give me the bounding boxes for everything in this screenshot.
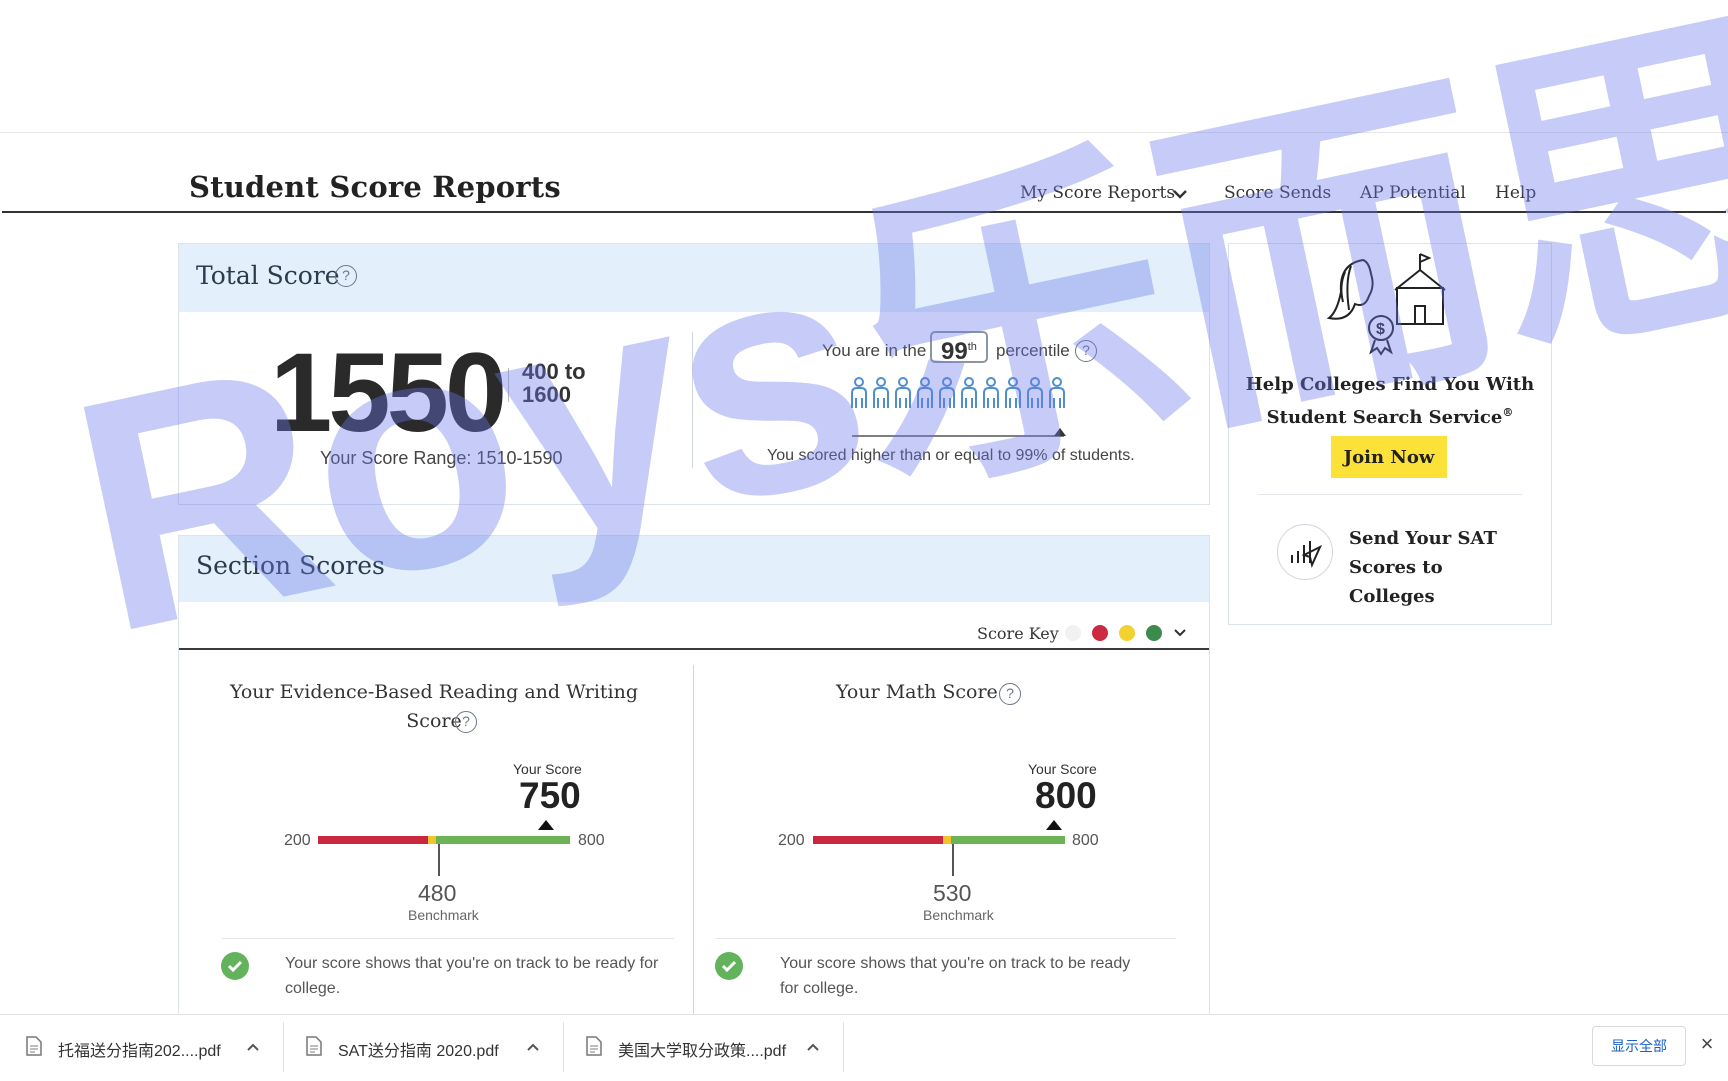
math-score-bar [813,820,1065,876]
sidebar-divider [1258,494,1522,495]
help-icon[interactable]: ? [455,711,477,733]
section-scores-heading: Section Scores [196,551,385,580]
score-key-dot-green [1146,625,1162,641]
ebrw-scale-max: 800 [578,832,605,849]
send-scores-link[interactable]: Send Your SAT Scores to Colleges [1349,528,1497,607]
chevron-up-icon[interactable] [246,1040,260,1054]
close-icon[interactable]: × [1700,1031,1714,1056]
student-search-title: Help Colleges Find You With Student Sear… [1245,374,1535,428]
download-filename: 美国大学取分政策....pdf [618,1043,787,1060]
percentile-description: You scored higher than or equal to 99% o… [767,447,1135,464]
percentile-suffix: th [967,341,977,353]
total-card-divider [692,332,693,468]
ebrw-title-line2: Score [406,710,462,732]
ebrw-bar-yellow [428,836,436,844]
nav-ap-potential[interactable]: AP Potential [1360,183,1466,203]
math-bar-green [951,836,1065,844]
nav-score-sends[interactable]: Score Sends [1224,183,1332,203]
ebrw-scale-min: 200 [284,832,311,849]
math-bar-yellow [943,836,951,844]
math-score: 800 [1035,775,1097,816]
downloads-bar [0,1014,1728,1081]
ebrw-score-bar [318,820,570,876]
check-icon [715,952,743,980]
math-benchmark-label: Benchmark [923,907,994,923]
top-divider [0,132,1728,133]
file-icon [26,1036,42,1056]
score-separator [508,368,509,402]
student-college-illustration-icon: $ [1326,253,1446,356]
percentile-prefix: You are in the [822,341,927,360]
score-scale-max: 1600 [522,382,571,407]
math-score-marker [1046,820,1062,830]
math-benchmark: 530 [933,880,972,906]
download-separator [283,1022,284,1072]
math-divider [716,938,1176,939]
download-filename: 托福送分指南202....pdf [58,1043,221,1060]
send-scores-icon [1291,541,1323,569]
section-scores-header [179,536,1209,602]
section-divider [693,665,694,1015]
total-score-value: 1550 [270,330,507,455]
section-scores-card [178,535,1210,1015]
math-scale-max: 800 [1072,832,1099,849]
nav-help[interactable]: Help [1495,183,1537,203]
download-filename: SAT送分指南 2020.pdf [338,1043,499,1060]
download-separator [563,1022,564,1072]
help-icon[interactable]: ? [335,265,357,287]
ebrw-your-score-label: Your Score [513,761,582,777]
score-key-dot-gray [1065,625,1081,641]
math-scale-min: 200 [778,832,805,849]
score-key-dot-red [1092,625,1108,641]
math-message: Your score shows that you're on track to… [780,955,1131,997]
header-divider [2,211,1726,213]
ebrw-benchmark-label: Benchmark [408,907,479,923]
ebrw-benchmark: 480 [418,880,457,906]
chevron-up-icon[interactable] [806,1040,820,1054]
download-separator [843,1022,844,1072]
check-icon [221,952,249,980]
ebrw-message: Your score shows that you're on track to… [285,955,659,997]
help-icon[interactable]: ? [1075,340,1097,362]
score-key-dot-yellow [1119,625,1135,641]
math-title: Your Math Score [836,681,998,703]
score-scale-min: 400 to [522,359,586,384]
ebrw-score: 750 [519,775,581,816]
file-icon [586,1036,602,1056]
help-icon[interactable]: ? [999,683,1021,705]
ebrw-bar-red [318,836,428,844]
page-title: Student Score Reports [189,170,561,204]
show-all-downloads-button[interactable]: 显示全部 [1592,1026,1686,1066]
svg-text:$: $ [1376,321,1385,338]
file-icon [306,1036,322,1056]
join-now-button[interactable]: Join Now [1331,436,1447,478]
send-scores-icon-circle [1277,524,1333,580]
people-percentile-icon [851,377,1066,437]
score-range: Your Score Range: 1510-1590 [320,448,563,468]
ebrw-bar-green [436,836,570,844]
chevron-down-icon[interactable] [1172,625,1188,641]
ebrw-divider [222,938,674,939]
percentile-badge: 99th [930,331,988,365]
chevron-up-icon[interactable] [526,1040,540,1054]
math-your-score-label: Your Score [1028,761,1097,777]
ebrw-score-marker [538,820,554,830]
score-key-label[interactable]: Score Key [977,624,1059,643]
percentile-label: percentile [996,341,1070,360]
score-key-divider [179,648,1209,650]
percentile-value: 99 [941,338,968,365]
total-score-heading: Total Score [196,261,340,290]
chevron-down-icon[interactable] [1172,186,1188,202]
nav-my-score-reports[interactable]: My Score Reports [1020,183,1176,203]
ebrw-title-line1: Your Evidence-Based Reading and Writing [229,681,639,703]
math-bar-red [813,836,943,844]
ebrw-title: Your Evidence-Based Reading and Writing … [212,678,656,736]
